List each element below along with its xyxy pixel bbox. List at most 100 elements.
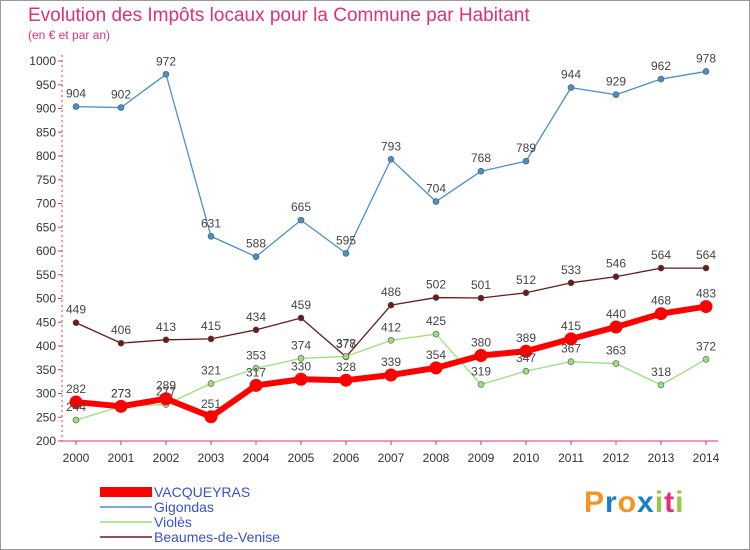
data-label: 564 bbox=[696, 248, 716, 262]
data-point bbox=[612, 91, 620, 99]
y-tick-label: 600 bbox=[36, 244, 56, 258]
data-point bbox=[72, 319, 80, 327]
data-label: 704 bbox=[426, 182, 446, 196]
data-label: 665 bbox=[291, 200, 311, 214]
data-point bbox=[432, 294, 440, 301]
x-tick-label: 2009 bbox=[468, 451, 495, 465]
legend: VACQUEYRASGigondasViolèsBeaumes-de-Venis… bbox=[100, 484, 280, 545]
data-point bbox=[207, 232, 215, 240]
chart-title: Evolution des Impôts locaux pour la Comm… bbox=[28, 5, 530, 26]
data-label: 413 bbox=[156, 320, 176, 334]
data-label: 483 bbox=[696, 287, 716, 301]
data-label: 595 bbox=[336, 233, 356, 247]
data-label: 277 bbox=[156, 384, 176, 398]
y-tick-label: 950 bbox=[36, 78, 56, 92]
data-label: 317 bbox=[246, 365, 266, 379]
data-label: 282 bbox=[66, 382, 86, 396]
x-tick-label: 2007 bbox=[378, 451, 405, 465]
data-label: 972 bbox=[156, 54, 176, 68]
x-tick-label: 2006 bbox=[333, 451, 360, 465]
data-point bbox=[387, 301, 395, 309]
data-label: 289 bbox=[156, 379, 176, 393]
data-point bbox=[522, 289, 530, 297]
y-tick-label: 250 bbox=[36, 410, 56, 424]
data-point bbox=[567, 358, 575, 365]
x-tick-label: 2014 bbox=[693, 451, 720, 465]
data-label: 902 bbox=[111, 88, 131, 102]
data-point bbox=[384, 368, 398, 382]
legend-label: Gigondas bbox=[154, 499, 214, 515]
data-point bbox=[477, 167, 485, 175]
data-label: 468 bbox=[651, 294, 671, 308]
data-label: 789 bbox=[516, 141, 536, 155]
data-label: 354 bbox=[426, 348, 446, 362]
data-point bbox=[612, 360, 620, 367]
x-tick-label: 2003 bbox=[198, 451, 225, 465]
data-point bbox=[522, 367, 530, 375]
y-tick-label: 200 bbox=[36, 434, 56, 448]
data-label: 372 bbox=[696, 339, 716, 353]
data-point bbox=[702, 68, 710, 75]
data-label: 502 bbox=[426, 278, 446, 292]
x-tick-label: 2000 bbox=[63, 451, 90, 465]
logo-letter: x bbox=[637, 486, 655, 519]
y-tick-label: 750 bbox=[36, 173, 56, 187]
y-tick-label: 400 bbox=[36, 339, 56, 353]
data-point bbox=[702, 264, 710, 272]
data-label: 378 bbox=[336, 336, 356, 350]
data-point bbox=[657, 75, 665, 83]
data-label: 251 bbox=[201, 397, 221, 411]
data-point bbox=[654, 307, 668, 321]
data-point bbox=[567, 84, 575, 91]
data-label: 406 bbox=[111, 323, 131, 337]
data-point bbox=[432, 330, 440, 338]
data-label: 367 bbox=[561, 342, 581, 356]
data-point bbox=[387, 336, 395, 344]
data-label: 440 bbox=[606, 307, 626, 321]
data-label: 564 bbox=[651, 248, 671, 262]
proxiti-logo: Proxiti bbox=[584, 486, 684, 520]
x-tick-label: 2012 bbox=[603, 451, 630, 465]
data-label: 415 bbox=[561, 319, 581, 333]
data-label: 363 bbox=[606, 344, 626, 358]
data-point bbox=[567, 279, 575, 287]
x-tick-label: 2005 bbox=[288, 451, 315, 465]
series-lines bbox=[69, 68, 713, 424]
y-tick-label: 350 bbox=[36, 363, 56, 377]
data-label: 929 bbox=[606, 75, 626, 89]
logo-letter: i bbox=[675, 486, 685, 519]
data-point bbox=[387, 156, 395, 163]
data-label: 412 bbox=[381, 320, 401, 334]
y-tick-label: 450 bbox=[36, 315, 56, 329]
data-point bbox=[342, 353, 350, 360]
data-label: 415 bbox=[201, 319, 221, 333]
x-tick-label: 2002 bbox=[153, 451, 180, 465]
data-point bbox=[477, 381, 485, 388]
data-point bbox=[564, 332, 578, 346]
data-point bbox=[342, 250, 350, 257]
data-label: 377 bbox=[336, 337, 356, 351]
data-point bbox=[162, 336, 170, 344]
data-point bbox=[117, 339, 125, 347]
data-label: 328 bbox=[336, 360, 356, 374]
data-point bbox=[519, 344, 533, 358]
legend-label: Violès bbox=[154, 514, 192, 530]
data-label: 459 bbox=[291, 298, 311, 312]
data-point bbox=[297, 216, 305, 224]
data-point bbox=[252, 253, 260, 261]
data-point bbox=[297, 355, 305, 362]
y-tick-label: 800 bbox=[36, 149, 56, 163]
data-point bbox=[432, 198, 440, 205]
data-point bbox=[474, 349, 488, 362]
y-tick-label: 300 bbox=[36, 387, 56, 401]
chart-subtitle: (en € et par an) bbox=[28, 28, 111, 42]
logo-letter: t bbox=[664, 486, 676, 519]
data-point bbox=[339, 373, 353, 387]
data-label: 273 bbox=[111, 386, 131, 400]
data-labels: 904 902 972 631 588 665 595 793 704 768 789 944 929 9… bbox=[66, 51, 716, 414]
data-point bbox=[657, 264, 665, 272]
data-point bbox=[429, 361, 443, 375]
data-label: 533 bbox=[561, 263, 581, 277]
data-point bbox=[249, 378, 263, 392]
data-point bbox=[522, 157, 530, 165]
